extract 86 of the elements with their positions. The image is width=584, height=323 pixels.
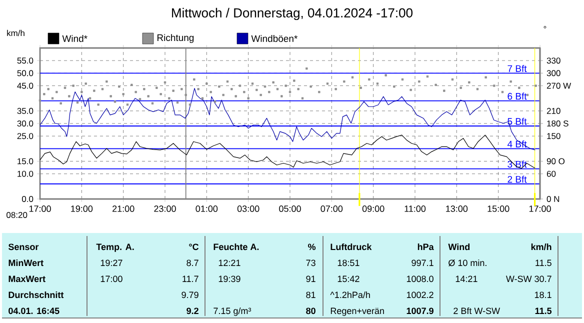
text: W-SW 30.7 xyxy=(506,276,552,282)
text: 11.7 xyxy=(182,276,198,282)
text: 17:00 xyxy=(100,276,122,282)
text: MaxWert xyxy=(8,276,46,282)
y-tick-label: 50.0 xyxy=(17,70,34,76)
y2-tick-label: 210 xyxy=(546,108,560,114)
y-tick-label: 45.0 xyxy=(17,82,34,89)
ref-line-label: 2 Bft xyxy=(508,176,527,183)
text: km/h xyxy=(531,243,552,250)
y2-tick-label: 300 xyxy=(546,70,560,76)
ref-line-label: 7 Bft xyxy=(508,65,527,72)
y-tick-label: 55.0 xyxy=(17,58,34,64)
text: 18:51 xyxy=(338,260,360,266)
y-tick-label: 0.0 xyxy=(22,196,34,202)
text: Feuchte A. xyxy=(214,243,259,250)
ref-line-label: 3 Bft xyxy=(508,160,527,168)
text: 15:42 xyxy=(338,276,360,282)
text: 7.15 g/m³ xyxy=(214,307,252,316)
y2-tick-label: 90 O xyxy=(546,158,565,164)
x-tick-label: 17:00 xyxy=(529,206,551,212)
line-series xyxy=(40,134,536,169)
text: % xyxy=(308,244,316,250)
x-tick-label: 17:00 xyxy=(29,206,51,212)
text: 1002.2 xyxy=(406,292,434,298)
text: 81 xyxy=(306,292,316,298)
text: 19:39 xyxy=(218,276,240,282)
x-tick-label: 05:00 xyxy=(279,206,301,212)
text: 9.2 xyxy=(186,308,198,314)
text: °C xyxy=(189,244,199,250)
text: 04.01. 16:45 xyxy=(8,308,60,314)
y2-axis-title: ° xyxy=(544,26,546,28)
line-series xyxy=(40,88,536,150)
x-tick-label: 07:00 xyxy=(320,206,343,212)
x-tick-label: 01:00 xyxy=(196,206,218,212)
y2-tick-label: 180 S xyxy=(547,120,568,126)
x-tick-label: 21:00 xyxy=(112,206,134,212)
y2-tick-label: 60 xyxy=(546,170,556,177)
text: 18.1 xyxy=(534,292,552,298)
y2-tick-label: 270 W xyxy=(546,82,572,89)
text: 9.79 xyxy=(182,292,198,298)
text: 91 xyxy=(306,276,316,282)
text: Regen+verän xyxy=(330,308,384,316)
text: 1008.0 xyxy=(406,276,434,282)
y2-tick-label: 150 xyxy=(547,133,560,140)
text: 19:27 xyxy=(100,260,122,266)
y-tick-label: 25.0 xyxy=(17,133,34,140)
text: MinWert xyxy=(8,259,44,266)
text: 08:20 xyxy=(6,212,28,218)
text: 14:21 xyxy=(456,276,478,282)
x-tick-label: 09:00 xyxy=(362,206,384,212)
text: Ø 10 min. xyxy=(448,259,486,266)
text: 2 Bft W-SW xyxy=(454,307,500,314)
chart-title: Mittwoch / Donnerstag, 04.01.2024 -17:00 xyxy=(172,8,413,20)
y-tick-label: 35.0 xyxy=(17,108,34,114)
x-tick-label: 11:00 xyxy=(404,206,426,212)
x-tick-label: 19:00 xyxy=(71,206,93,212)
text: Durchschnitt xyxy=(8,291,64,298)
x-tick-label: 23:00 xyxy=(154,206,176,212)
text: 12:21 xyxy=(218,260,240,266)
text: 73 xyxy=(306,260,316,266)
legend-label: Wind* xyxy=(62,35,88,42)
x-tick-label: 13:00 xyxy=(446,206,468,212)
text: Temp. A. xyxy=(96,244,134,252)
text: 80 xyxy=(306,308,316,314)
y2-tick-label: 330 xyxy=(546,58,560,64)
y2-tick-label: 0 N xyxy=(546,196,560,202)
text: Wind xyxy=(448,243,470,250)
text: Sensor xyxy=(8,244,39,250)
text: 11.5 xyxy=(536,260,552,266)
ref-line-label: 6 Bft xyxy=(508,92,527,100)
y-axis-title: km/h xyxy=(7,30,24,36)
text: 11.5 xyxy=(535,308,552,314)
text: 1007.9 xyxy=(406,308,434,314)
ref-line-label: 5 Bft xyxy=(508,118,527,125)
legend-label: Richtung xyxy=(157,34,194,43)
y-tick-label: 10.0 xyxy=(18,170,34,177)
text: ^1.2hPa/h xyxy=(330,291,370,298)
x-tick-label: 03:00 xyxy=(237,206,260,212)
y-tick-label: 30.0 xyxy=(17,120,34,126)
x-tick-label: 15:00 xyxy=(488,206,510,212)
text: 8.7 xyxy=(186,260,198,266)
text: 997.1 xyxy=(412,260,434,266)
text: hPa xyxy=(418,243,434,250)
legend-label: Windböen* xyxy=(251,35,298,42)
y-tick-label: 15.0 xyxy=(18,158,34,164)
text: Luftdruck xyxy=(330,243,372,250)
